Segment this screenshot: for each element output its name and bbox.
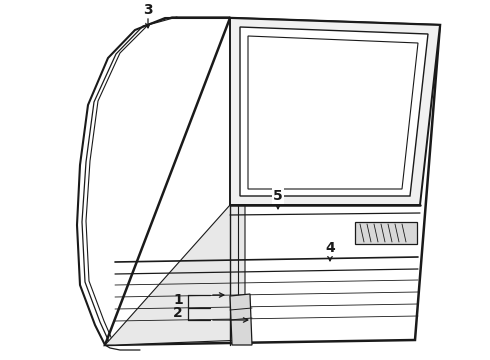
Text: 1: 1 — [173, 293, 183, 307]
Polygon shape — [240, 27, 428, 196]
Polygon shape — [105, 205, 245, 345]
Bar — [355, 222, 417, 244]
Polygon shape — [230, 294, 252, 345]
Text: 5: 5 — [273, 189, 283, 203]
Text: 2: 2 — [173, 306, 183, 320]
Text: 4: 4 — [325, 241, 335, 255]
Polygon shape — [105, 18, 440, 345]
Polygon shape — [230, 18, 440, 205]
Text: 3: 3 — [143, 3, 153, 17]
